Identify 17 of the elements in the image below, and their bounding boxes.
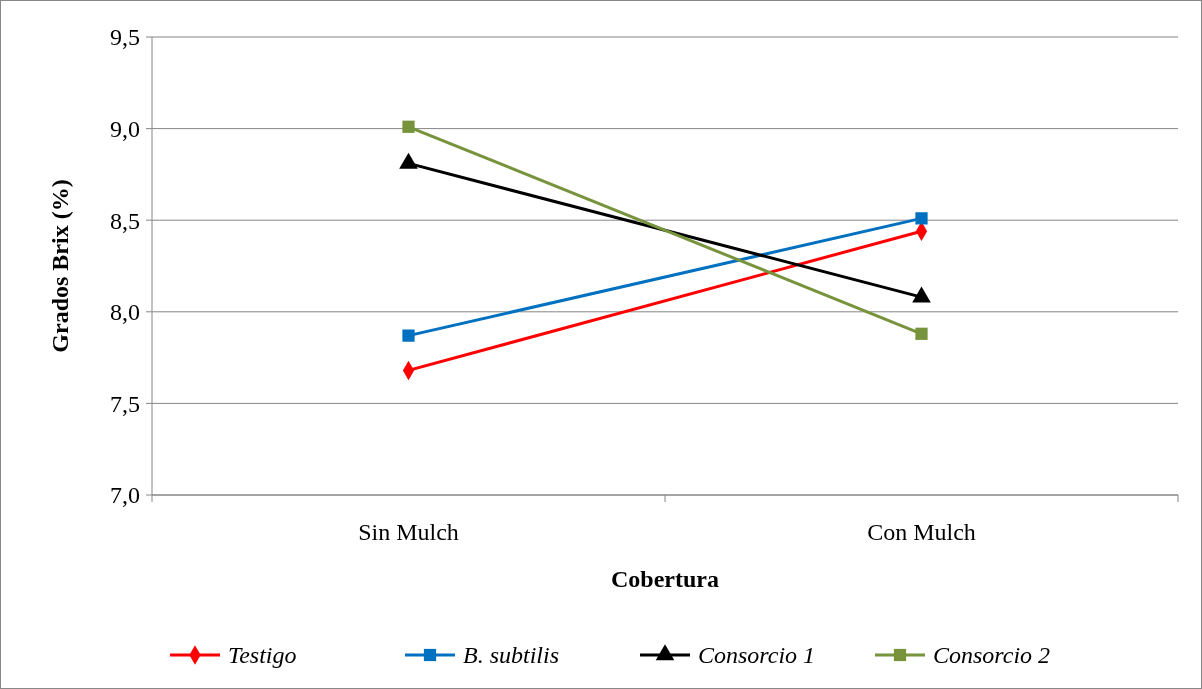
y-tick-label: 8,0 bbox=[110, 299, 140, 326]
x-tick-label: Sin Mulch bbox=[358, 519, 459, 545]
y-tick-label: 9,0 bbox=[110, 116, 140, 142]
legend-label: Consorcio 2 bbox=[933, 642, 1051, 669]
y-tick-label: 8,5 bbox=[110, 207, 140, 234]
y-axis-title: Grados Brix (%) bbox=[47, 179, 73, 353]
point bbox=[915, 327, 928, 340]
legend-label: Consorcio 1 bbox=[698, 642, 816, 669]
legend-label: B. subtilis bbox=[463, 642, 560, 669]
x-axis-title: Cobertura bbox=[611, 566, 719, 592]
y-tick-label: 7,5 bbox=[110, 390, 140, 417]
legend-label: Testigo bbox=[228, 642, 297, 669]
x-tick-label: Con Mulch bbox=[867, 519, 976, 545]
y-tick-label: 7,0 bbox=[110, 482, 140, 509]
point bbox=[402, 329, 415, 342]
point bbox=[402, 120, 415, 133]
y-tick-label: 9,5 bbox=[110, 24, 140, 51]
